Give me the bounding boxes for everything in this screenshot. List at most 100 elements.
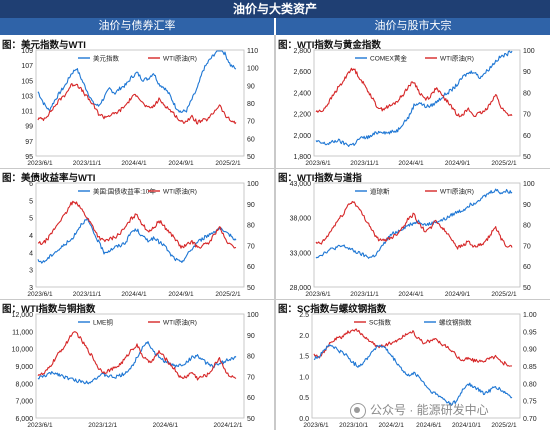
x-tick-label: 2025/2/1 — [491, 422, 517, 429]
y-right-tick-label: 80 — [523, 223, 531, 230]
y-right-tick-label: 70 — [523, 112, 531, 119]
chart-svg-copper: 6,000 7,000 8,000 9,000 10,000 11,000 12,000 50… — [12, 312, 259, 429]
y-left-tick-label: 2,200 — [293, 112, 311, 119]
y-right-tick-label: 70 — [523, 243, 531, 250]
chart-title-gold: 图：WTI指数与黄金指数 — [278, 40, 381, 51]
chart-panel-copper: 图：WTI指数与铜指数 6,000 7,000 8,000 9,000 10,000 11… — [0, 300, 274, 430]
x-tick-label: 2025/2/1 — [491, 160, 517, 167]
chart-panel-rebar: 图：SC指数与螺纹钢指数 0.0 0.5 1.0 1.5 2.0 2.5 0.70 0.75 0… — [276, 300, 550, 430]
x-tick-label: 2024/9/1 — [445, 160, 471, 167]
x-tick-label: 2023/11/1 — [73, 291, 102, 298]
plot-frame — [35, 313, 245, 419]
x-tick-label: 2024/12/1 — [214, 422, 243, 429]
y-right-tick-label: 100 — [247, 181, 259, 188]
page-title: 油价与大类资产 — [0, 0, 550, 18]
x-tick-label: 2024/6/1 — [416, 422, 442, 429]
y-left-tick-label: 5 — [29, 198, 33, 205]
x-tick-label: 2024/9/1 — [445, 291, 471, 298]
series-line-blue — [315, 188, 513, 259]
y-left-tick-label: 2,400 — [293, 90, 311, 97]
y-left-tick-label: 109 — [21, 48, 33, 55]
y-right-tick-label: 90 — [523, 202, 531, 209]
y-right-tick-label: 90 — [523, 69, 531, 76]
x-tick-label: 2023/6/1 — [303, 422, 329, 429]
y-left-tick-label: 7,000 — [15, 399, 33, 406]
chart-svg-gold: 1,800 2,000 2,200 2,400 2,600 2,800 50 60 70 80 90… — [293, 48, 534, 167]
series-line-red — [37, 200, 237, 249]
y-right-tick-label: 50 — [247, 154, 255, 161]
y-right-tick-label: 60 — [523, 264, 531, 271]
x-tick-label: 2023/11/1 — [350, 291, 379, 298]
x-tick-label: 2023/10/1 — [339, 422, 368, 429]
y-left-tick-label: 2,800 — [293, 48, 311, 55]
x-tick-label: 2024/4/1 — [121, 291, 147, 298]
y-left-tick-label: 1.0 — [299, 374, 309, 381]
y-right-tick-label: 100 — [523, 181, 535, 188]
left-section-header: 油价与债券汇率 — [0, 18, 274, 35]
y-right-tick-label: 90 — [247, 83, 255, 90]
y-right-tick-label: 80 — [523, 90, 531, 97]
y-left-tick-label: 4 — [29, 233, 33, 240]
y-right-tick-label: 80 — [247, 354, 255, 361]
y-right-tick-label: 0.80 — [523, 381, 537, 388]
y-left-tick-label: 107 — [21, 63, 33, 70]
legend-label: SC指数 — [369, 318, 392, 327]
y-right-tick-label: 50 — [523, 285, 531, 292]
y-left-tick-label: 11,000 — [12, 329, 33, 336]
y-left-tick-label: 12,000 — [12, 312, 34, 319]
x-tick-label: 2024/10/1 — [452, 422, 481, 429]
y-left-tick-label: 43,000 — [290, 181, 312, 188]
y-right-tick-label: 0.90 — [523, 347, 537, 354]
y-left-tick-label: 103 — [21, 93, 33, 100]
x-tick-label: 2025/2/1 — [491, 291, 517, 298]
y-left-tick-label: 10,000 — [12, 347, 34, 354]
y-left-tick-label: 5 — [29, 216, 33, 223]
legend-label: LME铜 — [93, 318, 113, 327]
y-left-tick-label: 33,000 — [290, 250, 312, 257]
row-divider-2 — [0, 299, 550, 300]
y-left-tick-label: 0.0 — [299, 416, 309, 423]
y-left-tick-label: 38,000 — [290, 216, 312, 223]
x-tick-label: 2024/2/1 — [379, 422, 405, 429]
watermark: 公众号 · 能源研发中心 — [350, 400, 546, 420]
watermark-text: 公众号 · 能源研发中心 — [370, 403, 489, 417]
x-tick-label: 2023/6/1 — [305, 291, 331, 298]
y-right-tick-label: 80 — [247, 223, 255, 230]
chart-title-ust: 图：美债收益率与WTI — [2, 173, 96, 184]
series-line-blue — [315, 50, 513, 147]
series-line-blue — [37, 341, 237, 385]
right-section-header: 油价与股市大宗 — [276, 18, 550, 35]
y-right-tick-label: 60 — [247, 395, 255, 402]
chart-svg-usd: 95 97 99 101 103 105 107 109 50 60 70 80 90 100 110 202… — [21, 48, 259, 167]
legend-label: COMEX黄金 — [370, 54, 407, 63]
y-right-tick-label: 50 — [247, 285, 255, 292]
y-right-tick-label: 50 — [247, 416, 255, 423]
y-left-tick-label: 95 — [25, 154, 33, 161]
y-right-tick-label: 0.75 — [523, 399, 537, 406]
series-line-blue — [37, 217, 237, 264]
x-tick-label: 2023/12/1 — [88, 422, 117, 429]
y-right-tick-label: 60 — [247, 264, 255, 271]
y-left-tick-label: 2,000 — [293, 133, 311, 140]
y-left-tick-label: 6 — [29, 181, 33, 188]
y-left-tick-label: 2,600 — [293, 69, 311, 76]
y-right-tick-label: 0.95 — [523, 329, 537, 336]
y-left-tick-label: 2.5 — [299, 312, 309, 319]
x-tick-label: 2024/4/1 — [398, 160, 424, 167]
legend-label: WTI原油(R) — [440, 54, 474, 63]
y-left-tick-label: 3 — [29, 285, 33, 292]
y-right-tick-label: 0.70 — [523, 416, 537, 423]
x-tick-label: 2024/9/1 — [168, 160, 194, 167]
y-left-tick-label: 0.5 — [299, 395, 309, 402]
y-right-tick-label: 100 — [247, 66, 259, 73]
y-right-tick-label: 60 — [247, 136, 255, 143]
y-right-tick-label: 50 — [523, 154, 531, 161]
y-right-tick-label: 70 — [247, 374, 255, 381]
legend-label: 美元指数 — [93, 54, 120, 63]
y-left-tick-label: 28,000 — [290, 285, 312, 292]
legend-label: 美国:国债收益率:10年 — [93, 187, 156, 196]
y-right-tick-label: 70 — [247, 243, 255, 250]
plot-frame — [35, 182, 245, 288]
x-tick-label: 2023/11/1 — [73, 160, 102, 167]
